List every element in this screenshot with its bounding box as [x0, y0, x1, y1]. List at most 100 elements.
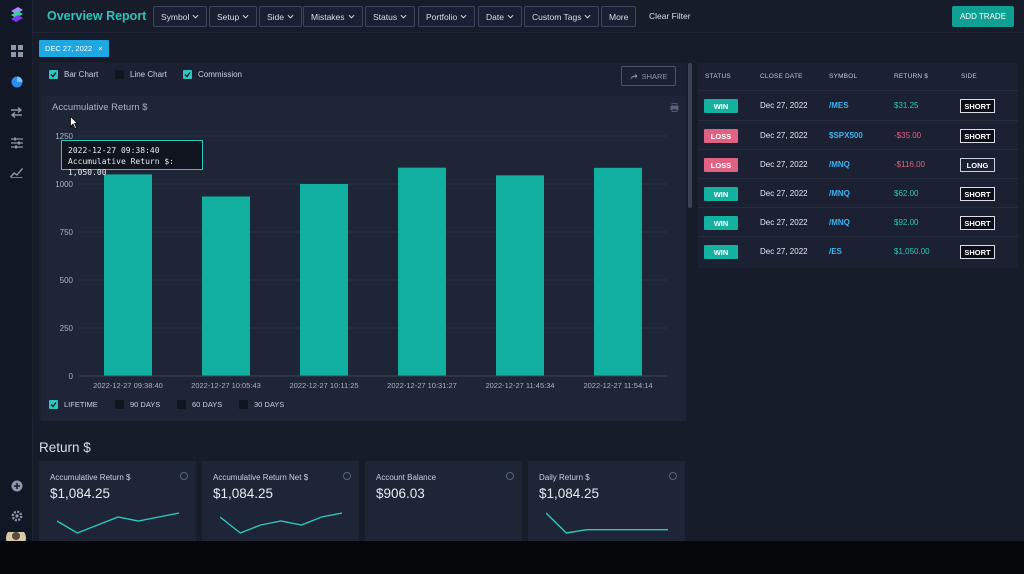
sparkline [220, 512, 342, 534]
symbol-cell[interactable]: /MES [829, 101, 849, 110]
print-icon[interactable] [670, 103, 679, 112]
status-badge: LOSS [704, 129, 738, 143]
pie-chart-icon[interactable] [9, 74, 24, 89]
chart-title: Accumulative Return $ [52, 102, 148, 113]
info-icon[interactable] [180, 472, 188, 480]
range-90-days-option[interactable]: 90 DAYS [115, 400, 160, 409]
filter-label: Side [267, 11, 285, 22]
close-date-cell: Dec 27, 2022 [760, 189, 808, 198]
checkbox-checked-icon[interactable] [49, 400, 58, 409]
stat-card-daily-return[interactable]: Daily Return $ $1,084.25 [528, 461, 685, 541]
share-button[interactable]: SHARE [621, 66, 676, 86]
table-row[interactable]: WIN Dec 27, 2022 /MNQ $62.00 SHORT [698, 178, 1018, 207]
bar[interactable] [397, 167, 447, 376]
close-icon[interactable]: × [98, 44, 103, 53]
chevron-down-icon [287, 14, 294, 19]
trend-line-icon[interactable] [9, 165, 24, 180]
table-row[interactable]: LOSS Dec 27, 2022 $SPX500 -$35.00 SHORT [698, 120, 1018, 149]
app-logo-icon[interactable] [9, 6, 25, 24]
bar[interactable] [103, 174, 153, 376]
stat-label: Accumulative Return Net $ [213, 473, 309, 482]
add-trade-button[interactable]: ADD TRADE [952, 6, 1014, 27]
filter-setup-dropdown[interactable]: Setup [209, 6, 258, 27]
filter-custom-tags-dropdown[interactable]: Custom Tags [524, 6, 600, 27]
stat-card-accumulative-return[interactable]: Accumulative Return $ $1,084.25 [39, 461, 196, 541]
return-section-title: Return $ [39, 440, 91, 455]
y-tick-label: 500 [60, 276, 74, 285]
range-lifetime-option[interactable]: LIFETIME [49, 400, 98, 409]
close-date-cell: Dec 27, 2022 [760, 131, 808, 140]
sliders-icon[interactable] [9, 135, 24, 150]
return-cell: $31.25 [894, 101, 919, 110]
y-tick-label: 750 [60, 228, 74, 237]
filter-status-dropdown[interactable]: Status [365, 6, 416, 27]
chevron-down-icon [507, 14, 514, 19]
column-header-symbol[interactable]: SYMBOL [829, 73, 858, 80]
filter-symbol-dropdown[interactable]: Symbol [153, 6, 208, 27]
stat-label: Account Balance [376, 473, 437, 482]
range-label: 60 DAYS [192, 400, 223, 409]
x-tick-label: 2022-12-27 09:38:40 [93, 381, 163, 390]
info-icon[interactable] [343, 472, 351, 480]
checkbox-checked-icon[interactable] [183, 70, 192, 79]
return-cell: $1,050.00 [894, 247, 930, 256]
checkbox-unchecked-icon[interactable] [239, 400, 248, 409]
column-header-status[interactable]: STATUS [705, 73, 731, 80]
bar[interactable] [593, 167, 643, 376]
return-cell: -$35.00 [894, 131, 922, 140]
filter-date-dropdown[interactable]: Date [478, 6, 522, 27]
column-header-close-date[interactable]: CLOSE DATE [760, 73, 803, 80]
status-badge: WIN [704, 245, 738, 259]
line-chart-option[interactable]: Line Chart [115, 70, 167, 79]
chevron-down-icon [348, 14, 355, 19]
bar[interactable] [201, 196, 251, 376]
bar[interactable] [299, 184, 349, 376]
close-date-cell: Dec 27, 2022 [760, 160, 808, 169]
range-60-days-option[interactable]: 60 DAYS [177, 400, 222, 409]
checkbox-checked-icon[interactable] [49, 70, 58, 79]
symbol-cell[interactable]: /ES [829, 247, 842, 256]
checkbox-unchecked-icon[interactable] [115, 400, 124, 409]
filter-label: Portfolio [426, 11, 458, 22]
range-30-days-option[interactable]: 30 DAYS [239, 400, 284, 409]
symbol-cell[interactable]: $SPX500 [829, 131, 863, 140]
symbol-cell[interactable]: /MNQ [829, 160, 850, 169]
stat-card-accumulative-return-net[interactable]: Accumulative Return Net $ $1,084.25 [202, 461, 359, 541]
x-tick-label: 2022-12-27 10:05:43 [191, 381, 261, 390]
main-scrollbar[interactable] [688, 63, 692, 208]
table-row[interactable]: WIN Dec 27, 2022 /MNQ $92.00 SHORT [698, 207, 1018, 236]
filter-portfolio-dropdown[interactable]: Portfolio [418, 6, 476, 27]
add-circle-icon[interactable] [9, 478, 24, 493]
column-header-side[interactable]: SIDE [961, 73, 977, 80]
bar-chart-option[interactable]: Bar Chart [49, 70, 98, 79]
tooltip-timestamp: 2022-12-27 09:38:40 [68, 146, 160, 155]
close-date-cell: Dec 27, 2022 [760, 101, 808, 110]
info-icon[interactable] [669, 472, 677, 480]
info-icon[interactable] [506, 472, 514, 480]
user-avatar-icon[interactable] [6, 532, 26, 541]
range-label: LIFETIME [64, 400, 98, 409]
sparkline [546, 512, 668, 534]
close-date-cell: Dec 27, 2022 [760, 247, 808, 256]
table-row[interactable]: LOSS Dec 27, 2022 /MNQ -$116.00 LONG [698, 149, 1018, 178]
column-header-return[interactable]: RETURN $ [894, 73, 929, 80]
transfer-arrows-icon[interactable] [9, 105, 24, 120]
filter-side-dropdown[interactable]: Side [259, 6, 303, 27]
bar[interactable] [495, 175, 545, 376]
dashboard-grid-icon[interactable] [9, 43, 24, 58]
settings-gear-icon[interactable] [9, 508, 24, 523]
commission-option[interactable]: Commission [183, 70, 242, 79]
filter-label: Date [486, 11, 504, 22]
table-row[interactable]: WIN Dec 27, 2022 /MES $31.25 SHORT [698, 90, 1018, 119]
filter-mistakes-dropdown[interactable]: Mistakes [303, 6, 363, 27]
stat-value: $1,084.25 [50, 486, 111, 501]
symbol-cell[interactable]: /MNQ [829, 189, 850, 198]
status-badge: WIN [704, 216, 738, 230]
checkbox-unchecked-icon[interactable] [115, 70, 124, 79]
stat-card-account-balance[interactable]: Account Balance $906.03 [365, 461, 522, 541]
clear-filter-link[interactable]: Clear Filter [649, 11, 691, 21]
more-filters-button[interactable]: More [601, 6, 637, 27]
symbol-cell[interactable]: /MNQ [829, 218, 850, 227]
table-row[interactable]: WIN Dec 27, 2022 /ES $1,050.00 SHORT [698, 236, 1018, 265]
checkbox-unchecked-icon[interactable] [177, 400, 186, 409]
